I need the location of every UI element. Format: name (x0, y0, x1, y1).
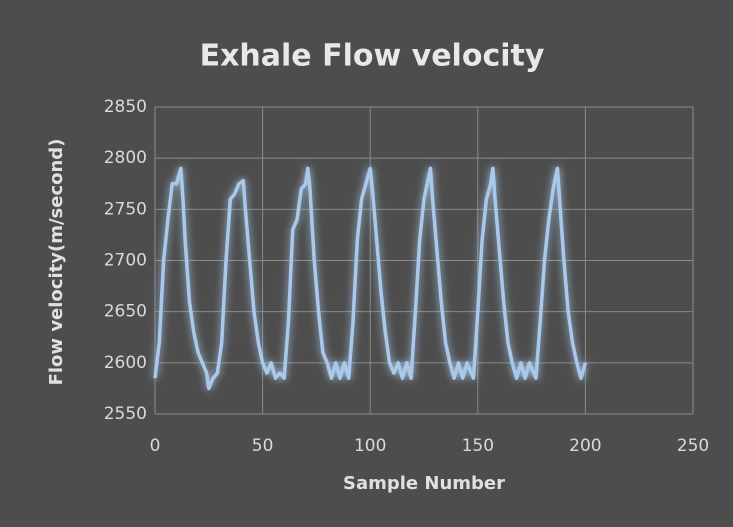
x-tick-label: 250 (677, 436, 709, 456)
x-tick-label: 200 (569, 436, 601, 456)
x-axis-label: Sample Number (343, 473, 505, 494)
y-tick-label: 2750 (104, 199, 147, 219)
y-tick-label: 2550 (104, 404, 147, 424)
y-tick-label: 2650 (104, 302, 147, 322)
y-tick-label: 2600 (104, 353, 147, 373)
y-axis-label: Flow velocity(m/second) (46, 139, 67, 386)
data-line (153, 166, 588, 391)
y-tick-label: 2800 (104, 148, 147, 168)
x-tick-label: 0 (150, 436, 161, 456)
x-tick-label: 150 (462, 436, 494, 456)
chart-title: Exhale Flow velocity (200, 39, 545, 74)
x-tick-label: 50 (252, 436, 274, 456)
x-tick-label: 100 (354, 436, 386, 456)
y-tick-label: 2850 (104, 97, 147, 117)
y-tick-label: 2700 (104, 251, 147, 271)
